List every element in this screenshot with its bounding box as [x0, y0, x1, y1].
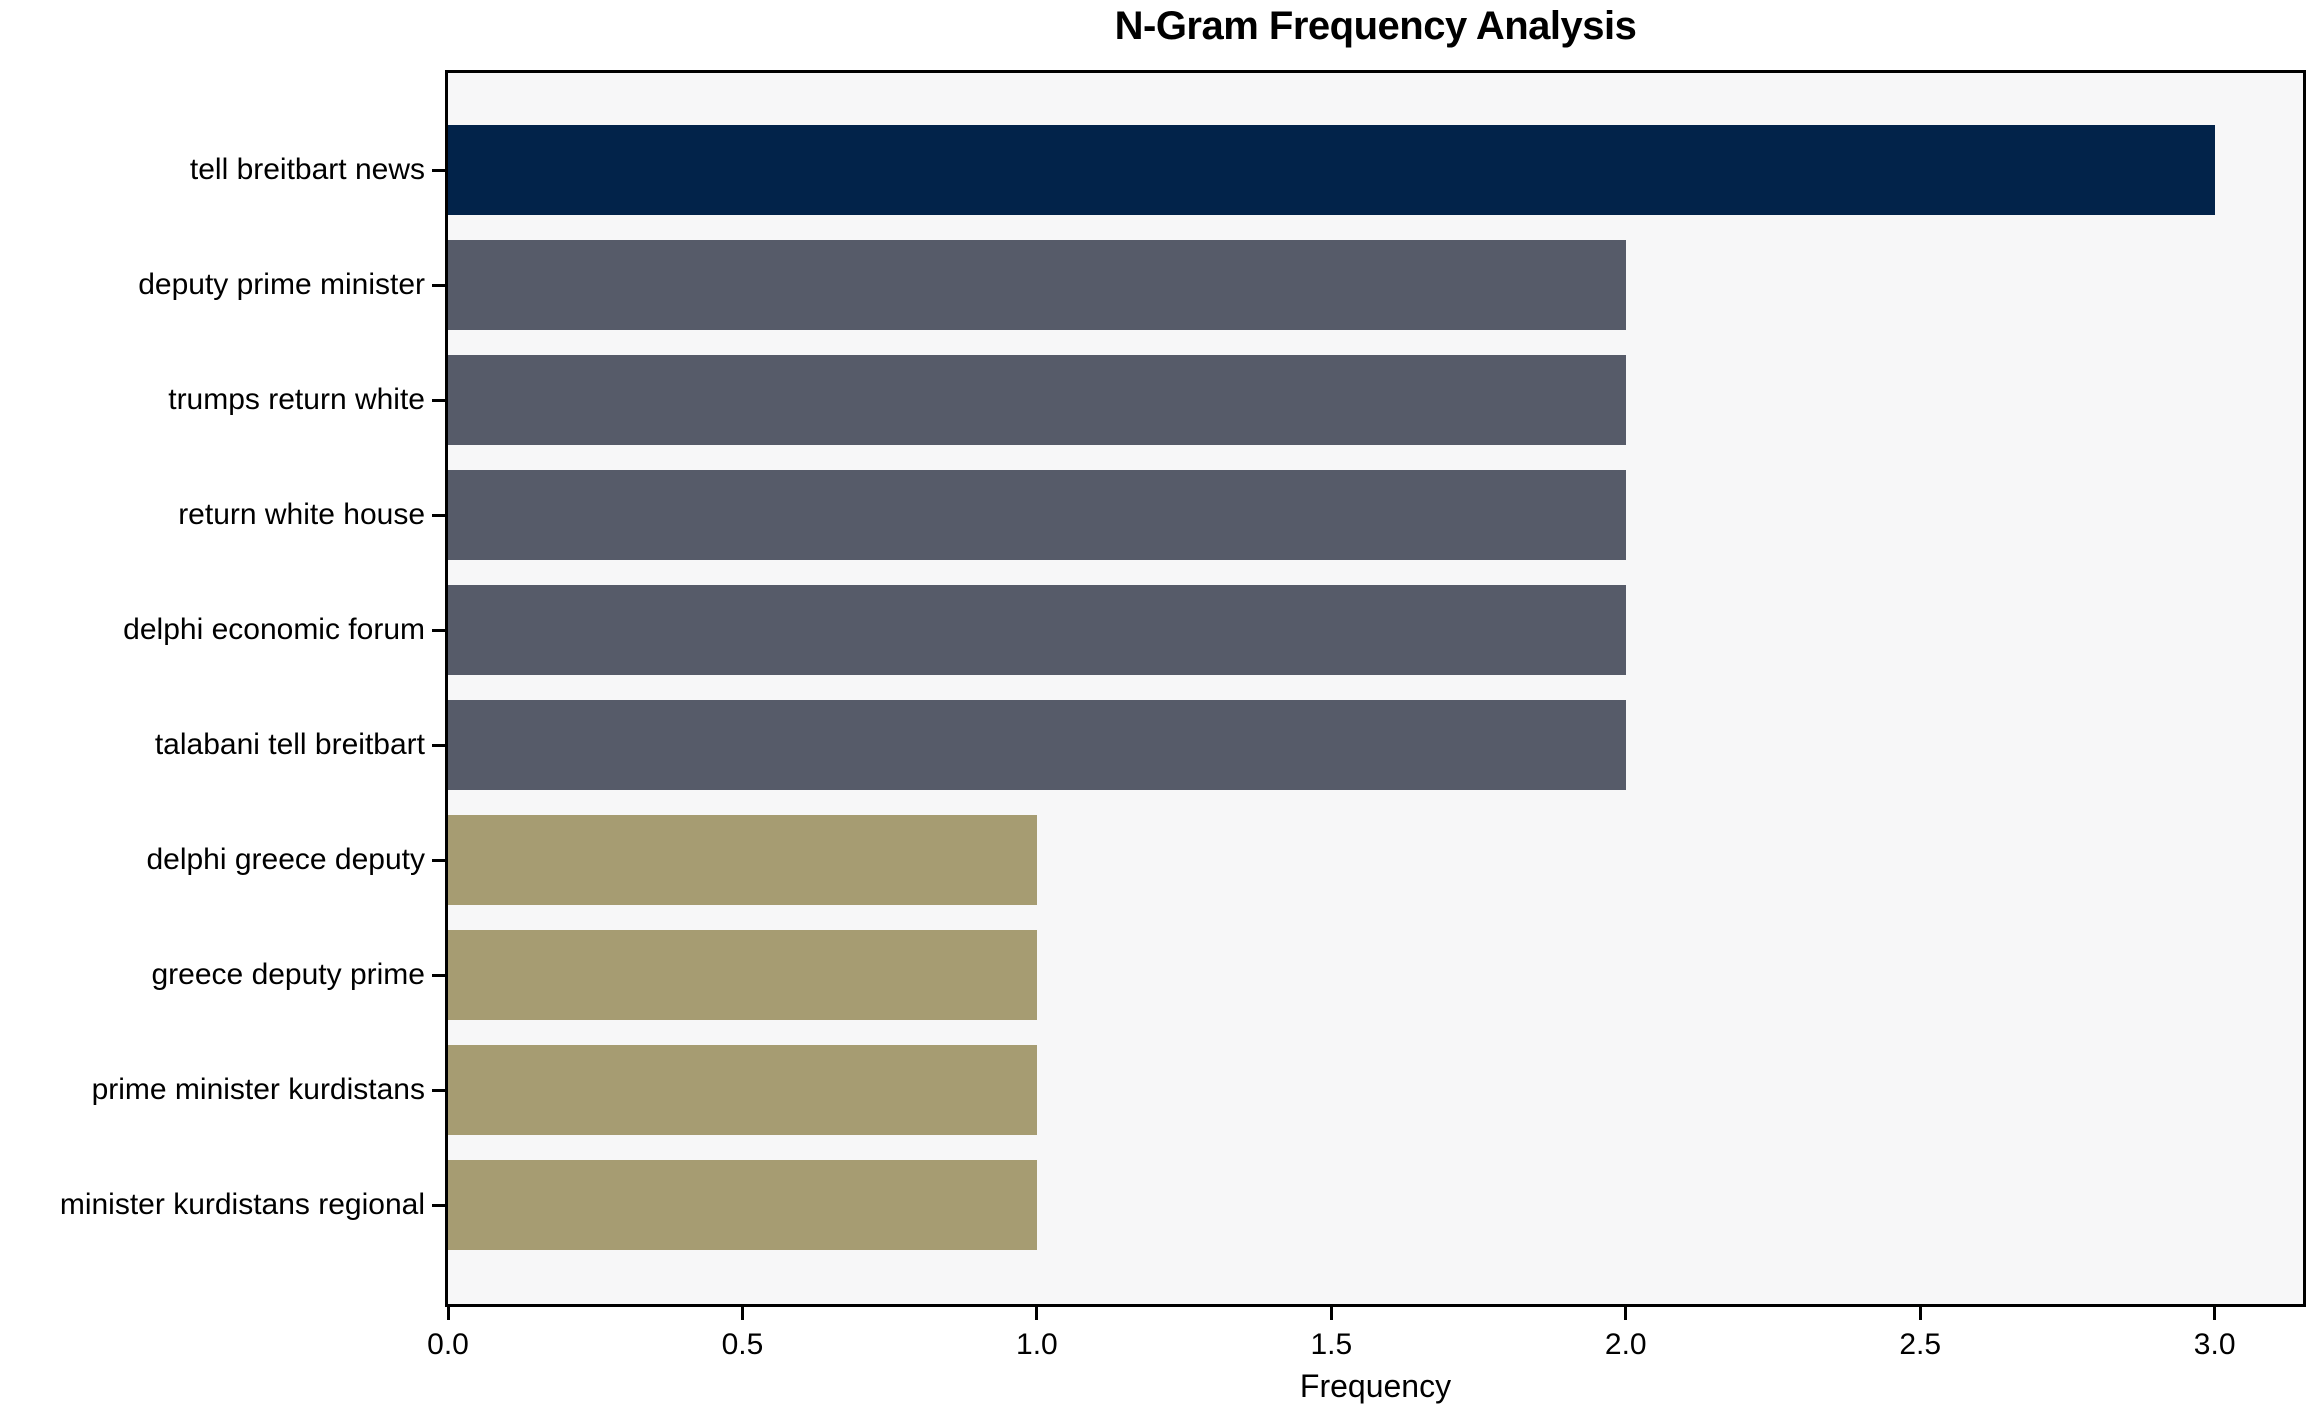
bar	[448, 1045, 1037, 1135]
y-tick-label: talabani tell breitbart	[154, 728, 425, 761]
x-tick	[446, 1307, 450, 1320]
chart-title: N-Gram Frequency Analysis	[1114, 4, 1637, 48]
x-tick	[1329, 1307, 1333, 1320]
bar	[448, 355, 1626, 445]
x-tick-label: 0.0	[427, 1328, 469, 1361]
y-tick-label: trumps return white	[168, 383, 425, 416]
y-tick-label: minister kurdistans regional	[59, 1188, 425, 1221]
x-tick-label: 2.5	[1899, 1328, 1942, 1361]
bar	[448, 930, 1037, 1020]
bar	[448, 700, 1626, 790]
plot-area	[445, 70, 2306, 1307]
bar	[448, 470, 1626, 560]
x-tick	[1624, 1307, 1628, 1320]
y-tick	[432, 1203, 445, 1207]
x-tick-label: 3.0	[2193, 1328, 2236, 1361]
x-tick-label: 2.0	[1604, 1328, 1647, 1361]
bar	[448, 585, 1626, 675]
x-tick-label: 1.5	[1310, 1328, 1353, 1361]
y-tick	[432, 283, 445, 287]
x-axis-label: Frequency	[1299, 1368, 1452, 1404]
y-tick	[432, 168, 445, 172]
y-tick-label: tell breitbart news	[189, 153, 425, 186]
y-tick-label: greece deputy prime	[151, 958, 426, 991]
x-tick	[1035, 1307, 1039, 1320]
y-tick-label: delphi greece deputy	[146, 843, 425, 876]
y-tick	[432, 398, 445, 402]
y-tick	[432, 743, 445, 747]
y-tick	[432, 628, 445, 632]
x-tick	[1918, 1307, 1922, 1320]
y-tick-label: delphi economic forum	[123, 613, 425, 646]
x-tick-label: 0.5	[721, 1328, 764, 1361]
bar	[448, 815, 1037, 905]
y-tick	[432, 973, 445, 977]
y-tick	[432, 858, 445, 862]
x-tick-label: 1.0	[1016, 1328, 1058, 1361]
bar	[448, 125, 2215, 215]
y-tick-label: deputy prime minister	[138, 268, 425, 301]
x-tick	[2213, 1307, 2217, 1320]
y-tick-label: return white house	[178, 498, 425, 531]
bar	[448, 240, 1626, 330]
y-tick	[432, 513, 445, 517]
bar	[448, 1160, 1037, 1250]
x-tick	[740, 1307, 744, 1320]
y-tick-label: prime minister kurdistans	[91, 1073, 425, 1106]
y-tick	[432, 1088, 445, 1092]
